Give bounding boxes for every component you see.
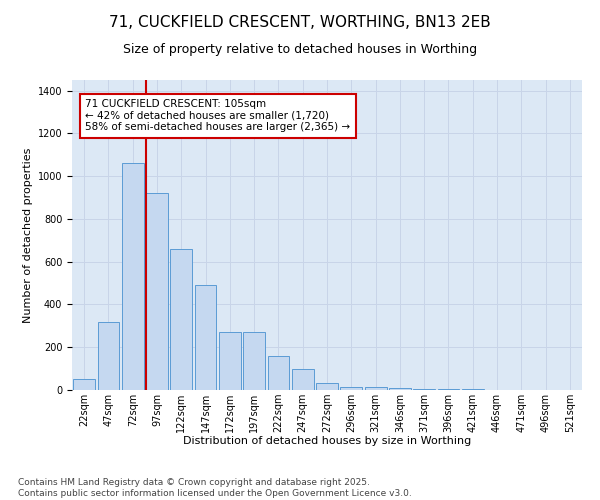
Bar — [316, 382, 338, 390]
Bar — [97, 322, 119, 390]
Bar — [146, 194, 168, 390]
Text: Size of property relative to detached houses in Worthing: Size of property relative to detached ho… — [123, 42, 477, 56]
Bar — [268, 356, 289, 390]
Bar — [389, 388, 411, 390]
Bar — [122, 164, 143, 390]
Bar — [73, 380, 95, 390]
Bar — [462, 389, 484, 390]
X-axis label: Distribution of detached houses by size in Worthing: Distribution of detached houses by size … — [183, 436, 471, 446]
Bar — [340, 387, 362, 390]
Bar — [413, 389, 435, 390]
Text: Contains HM Land Registry data © Crown copyright and database right 2025.
Contai: Contains HM Land Registry data © Crown c… — [18, 478, 412, 498]
Bar — [292, 368, 314, 390]
Bar — [365, 387, 386, 390]
Bar — [170, 249, 192, 390]
Bar — [243, 332, 265, 390]
Text: 71, CUCKFIELD CRESCENT, WORTHING, BN13 2EB: 71, CUCKFIELD CRESCENT, WORTHING, BN13 2… — [109, 15, 491, 30]
Bar — [219, 332, 241, 390]
Y-axis label: Number of detached properties: Number of detached properties — [23, 148, 34, 322]
Text: 71 CUCKFIELD CRESCENT: 105sqm
← 42% of detached houses are smaller (1,720)
58% o: 71 CUCKFIELD CRESCENT: 105sqm ← 42% of d… — [85, 99, 350, 132]
Bar — [194, 285, 217, 390]
